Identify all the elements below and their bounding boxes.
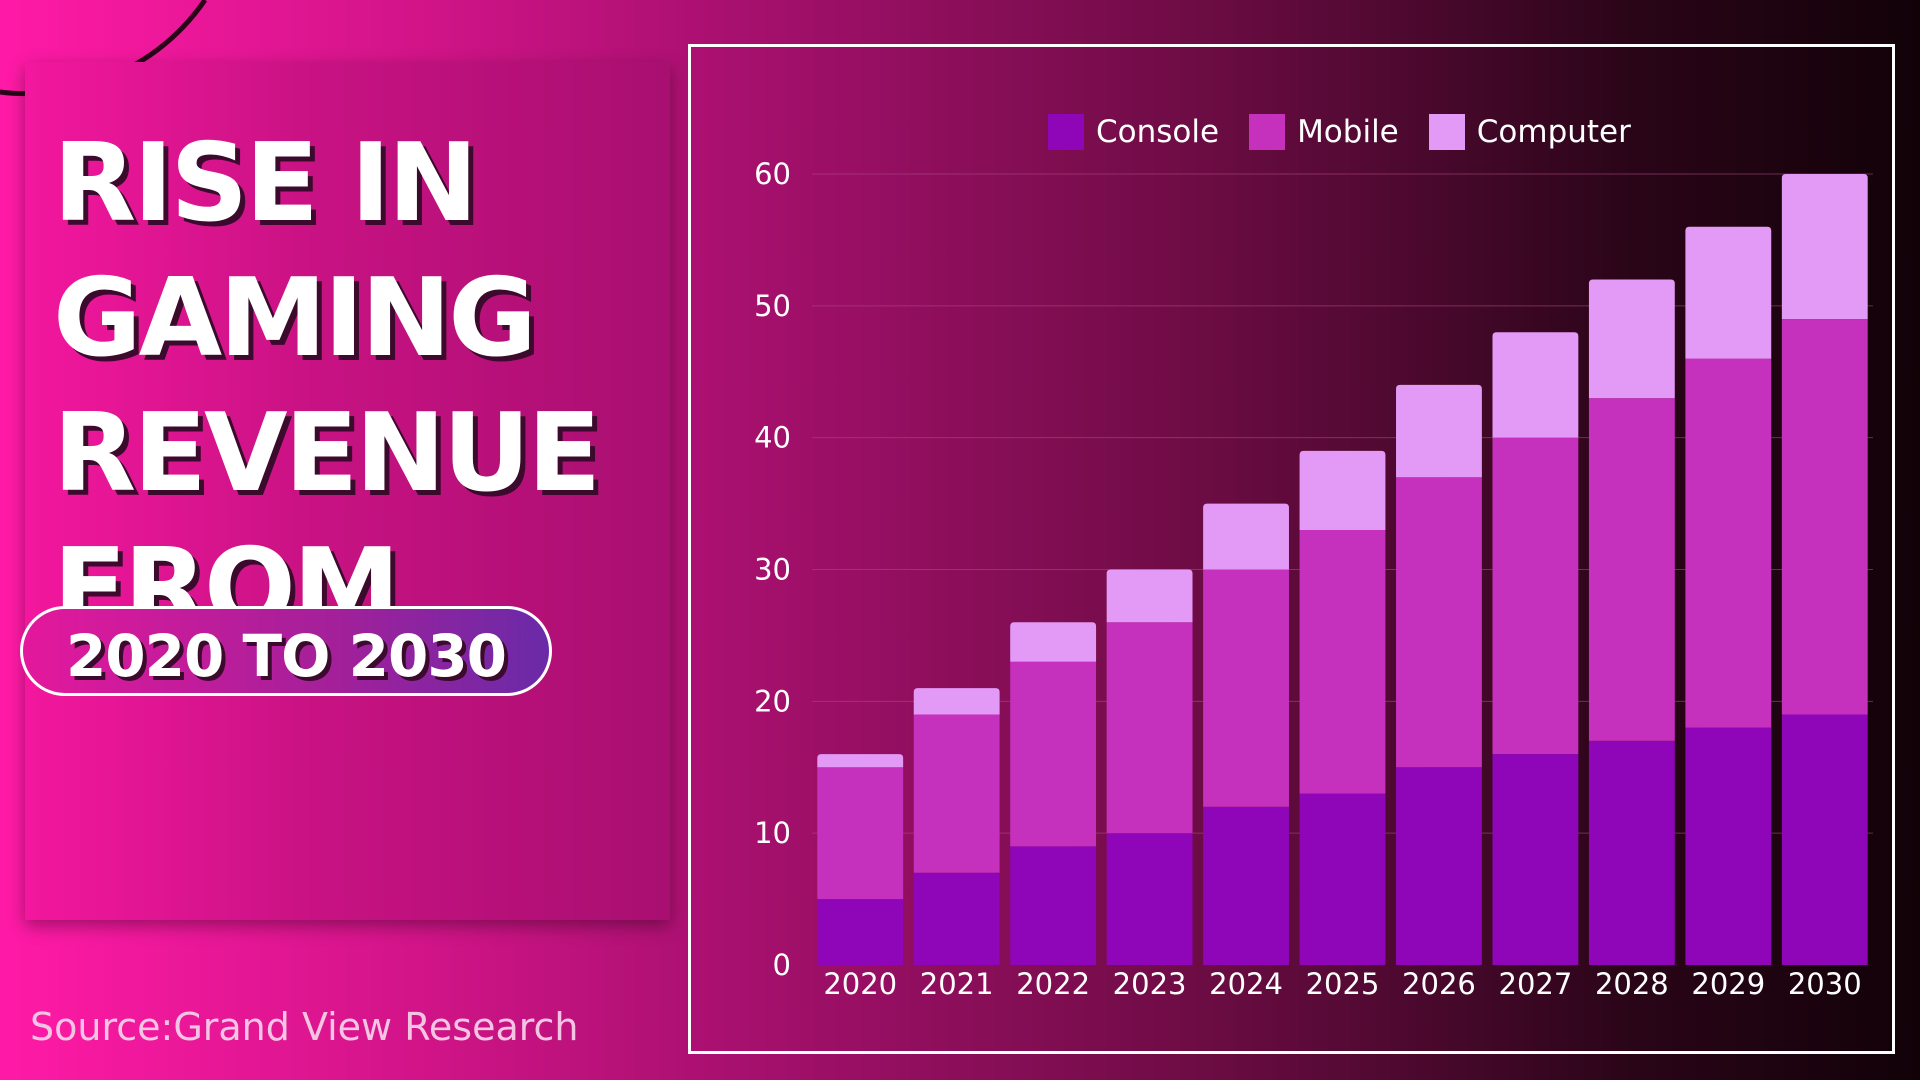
bar-computer-2029 xyxy=(1685,226,1772,359)
bar-mobile-2024 xyxy=(1203,569,1289,807)
y-tick-label-10: 10 xyxy=(754,816,791,850)
y-tick-label-60: 60 xyxy=(754,157,791,191)
bar-computer-2026 xyxy=(1396,384,1482,478)
bar-console-2030 xyxy=(1781,714,1868,965)
bar-mobile-2020 xyxy=(817,767,904,900)
bar-mobile-2021 xyxy=(913,714,1000,873)
bar-computer-2027 xyxy=(1492,332,1579,438)
bar-console-2020 xyxy=(817,899,904,965)
y-tick-label-40: 40 xyxy=(754,421,791,455)
bar-mobile-2022 xyxy=(1010,661,1097,847)
bar-console-2026 xyxy=(1396,767,1482,965)
bar-console-2025 xyxy=(1299,793,1386,965)
bar-mobile-2030 xyxy=(1781,319,1868,715)
legend-item-console: Console xyxy=(1048,114,1219,150)
bar-console-2023 xyxy=(1106,833,1193,965)
bar-computer-2025 xyxy=(1299,450,1386,530)
bar-computer-2022 xyxy=(1010,622,1097,662)
year-range-badge: 2020 TO 2030 xyxy=(20,606,552,696)
bar-computer-2020 xyxy=(817,754,904,768)
chart-frame xyxy=(688,44,1895,1054)
bar-mobile-2027 xyxy=(1492,437,1579,755)
bar-computer-2021 xyxy=(913,688,1000,715)
bar-mobile-2026 xyxy=(1396,477,1482,768)
bar-console-2029 xyxy=(1685,727,1772,965)
source-credit: Source:Grand View Research xyxy=(30,1005,579,1049)
y-tick-label-20: 20 xyxy=(754,684,791,718)
x-tick-label-2022: 2022 xyxy=(1016,967,1090,1001)
x-tick-label-2021: 2021 xyxy=(920,967,994,1001)
bar-mobile-2028 xyxy=(1588,398,1675,741)
y-tick-label-0: 0 xyxy=(773,948,791,982)
bar-mobile-2025 xyxy=(1299,529,1386,794)
bar-computer-2028 xyxy=(1588,279,1675,399)
legend-swatch-computer xyxy=(1428,114,1465,150)
title-panel: RISE IN GAMING REVENUE FROM xyxy=(25,62,670,920)
bar-computer-2023 xyxy=(1106,569,1193,623)
x-tick-label-2023: 2023 xyxy=(1113,967,1187,1001)
x-tick-label-2027: 2027 xyxy=(1499,967,1573,1001)
legend-label-console: Console xyxy=(1096,114,1220,150)
x-tick-label-2030: 2030 xyxy=(1788,967,1862,1001)
legend-item-computer: Computer xyxy=(1428,114,1631,150)
title-line-2: GAMING xyxy=(53,256,537,381)
bar-console-2024 xyxy=(1203,806,1289,965)
legend-swatch-console xyxy=(1048,114,1084,150)
legend-item-mobile: Mobile xyxy=(1249,114,1399,150)
title-line-3: REVENUE xyxy=(53,391,601,516)
x-tick-label-2028: 2028 xyxy=(1595,967,1669,1001)
bar-mobile-2029 xyxy=(1685,358,1772,728)
y-tick-label-50: 50 xyxy=(754,289,791,323)
chart-legend: Console Mobile Computer xyxy=(1048,114,1661,150)
year-range-text: 2020 TO 2030 xyxy=(65,622,507,690)
x-tick-label-2024: 2024 xyxy=(1209,967,1283,1001)
bar-console-2021 xyxy=(913,872,1000,965)
bar-console-2027 xyxy=(1492,754,1579,965)
y-tick-label-30: 30 xyxy=(754,553,791,587)
title-line-1: RISE IN xyxy=(53,121,478,246)
bar-console-2028 xyxy=(1588,740,1675,965)
x-tick-label-2026: 2026 xyxy=(1402,967,1476,1001)
x-tick-label-2025: 2025 xyxy=(1306,967,1380,1001)
legend-swatch-mobile xyxy=(1249,114,1286,150)
bar-console-2022 xyxy=(1010,846,1097,965)
x-tick-label-2029: 2029 xyxy=(1691,967,1765,1001)
bar-computer-2024 xyxy=(1203,503,1289,570)
bar-computer-2030 xyxy=(1781,174,1868,320)
x-tick-label-2020: 2020 xyxy=(823,967,897,1001)
legend-label-mobile: Mobile xyxy=(1297,114,1399,150)
bar-mobile-2023 xyxy=(1106,622,1193,834)
legend-label-computer: Computer xyxy=(1476,114,1631,150)
